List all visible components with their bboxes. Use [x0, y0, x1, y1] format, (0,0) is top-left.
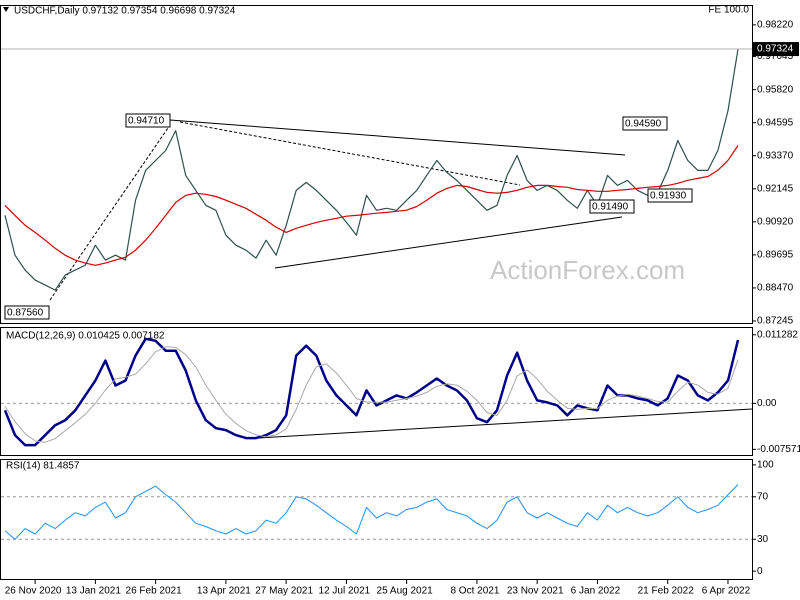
price-label-box — [753, 42, 799, 57]
trendline — [169, 119, 626, 156]
chart-title: USDCHF,Daily 0.97132 0.97354 0.96698 0.9… — [14, 6, 236, 17]
y-tick-label: 0 — [757, 566, 763, 577]
annotation: 0.87560 — [7, 308, 44, 319]
x-tick-label: 13 Apr 2021 — [197, 586, 251, 597]
y-tick-label: 30 — [757, 534, 769, 545]
y-tick-label: -0.007571 — [757, 444, 800, 455]
annotation-box — [4, 305, 50, 320]
rsi-panel — [0, 459, 753, 580]
x-tick-label: 27 May 2021 — [255, 586, 313, 597]
annotation: 0.91930 — [650, 191, 687, 202]
watermark: ActionForex.com — [490, 255, 685, 285]
panel-title: RSI(14) 81.4857 — [6, 461, 80, 472]
y-tick-label: 100 — [757, 460, 774, 471]
annotation: 0.91490 — [592, 202, 629, 213]
y-tick-label: 0.95820 — [757, 84, 794, 95]
trendline — [179, 121, 521, 186]
annotation-box — [622, 116, 668, 131]
panel-title: MACD(12,26,9) 0.010425 0.007182 — [6, 331, 165, 342]
x-tick-label: 6 Jan 2022 — [571, 586, 621, 597]
x-tick-label: 25 Aug 2021 — [377, 586, 434, 597]
y-tick-label: 0.90920 — [757, 216, 794, 227]
plots — [1, 48, 752, 540]
y-tick-label: 0.94595 — [757, 117, 794, 128]
annotations: 0.94710 0.87560 0.94590 0.91490 0.91930 — [4, 113, 693, 320]
annotation: 0.94710 — [128, 116, 165, 127]
x-tick-label: 12 Jul 2021 — [319, 586, 371, 597]
annotation: 0.94590 — [625, 119, 662, 130]
x-tick-label: 26 Feb 2021 — [126, 586, 183, 597]
y-tick-label: 0.87245 — [757, 316, 794, 327]
y-tick-label: 0.00 — [757, 398, 777, 409]
menu-arrow — [3, 7, 9, 12]
x-tick-label: 21 Feb 2022 — [638, 586, 695, 597]
annotation-box — [589, 199, 635, 214]
series-line — [4, 49, 739, 291]
trendline — [257, 408, 753, 439]
series-line — [4, 145, 739, 266]
chart-subtitle: FE 100.0 — [708, 5, 749, 16]
y-tick-label: 0.93370 — [757, 150, 794, 161]
price-label: 0.97324 — [757, 44, 794, 55]
y-tick-label: 0.88470 — [757, 283, 794, 294]
annotation-box — [647, 188, 693, 203]
y-tick-label: 0.89695 — [757, 250, 794, 261]
x-tick-label: 23 Nov 2021 — [507, 586, 564, 597]
series-line — [4, 346, 739, 443]
macd-panel — [0, 327, 753, 456]
x-tick-label: 8 Oct 2021 — [450, 586, 499, 597]
y-tick-label: 0.97045 — [757, 51, 794, 62]
x-tick-label: 13 Jan 2021 — [66, 586, 121, 597]
annotation-box — [125, 113, 171, 128]
y-tick-label: 70 — [757, 491, 769, 502]
y-tick-label: 0.92145 — [757, 183, 794, 194]
trendline — [274, 216, 623, 269]
series-line — [4, 484, 739, 540]
y-tick-label: 0.98220 — [757, 20, 794, 31]
x-tick-label: 6 Apr 2022 — [702, 586, 751, 597]
x-tick-label: 26 Nov 2020 — [5, 586, 62, 597]
y-tick-label: 0.011282 — [757, 329, 798, 340]
trendline — [49, 124, 171, 301]
price-panel — [0, 5, 753, 324]
